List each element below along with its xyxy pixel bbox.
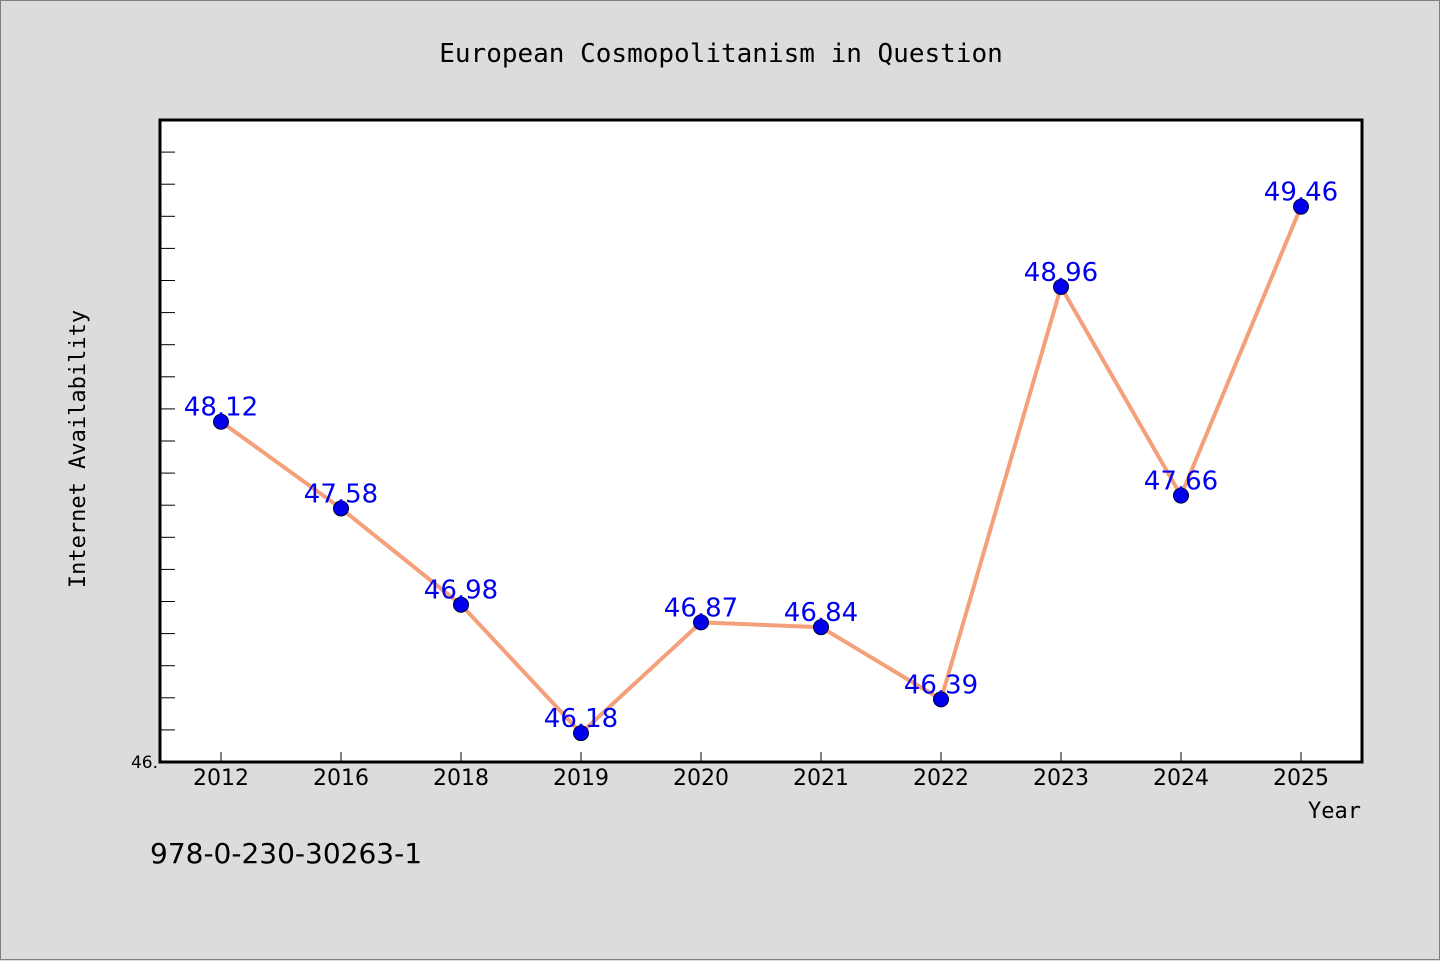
- series-group: [213, 198, 1309, 742]
- x-tick-label: 2021: [793, 766, 849, 791]
- data-label: 46.98: [424, 576, 498, 606]
- data-label: 49.46: [1264, 178, 1338, 208]
- chart-title: European Cosmopolitanism in Question: [439, 39, 1003, 69]
- x-tick-label: 2022: [913, 766, 969, 791]
- x-tick-label: 2016: [313, 766, 369, 791]
- x-tick-label: 2018: [433, 766, 489, 791]
- data-point: [1173, 487, 1189, 504]
- plot-area: [158, 118, 1364, 764]
- data-point: [1293, 198, 1309, 215]
- data-label: 48.12: [184, 393, 258, 423]
- x-tick-label: 2024: [1153, 766, 1209, 791]
- data-labels-group: 48.12 47.58 46.98 46.18 46.87 46.84 46.39 48.96…: [184, 178, 1338, 734]
- x-tick-label: 2020: [673, 766, 729, 791]
- data-point: [813, 619, 829, 636]
- data-label: 47.66: [1144, 467, 1218, 497]
- data-point: [693, 614, 709, 631]
- y-axis-label: Internet Availability: [66, 310, 91, 588]
- data-point: [333, 500, 349, 517]
- data-point: [1053, 278, 1069, 295]
- data-point: [453, 596, 469, 613]
- series-line: [219, 204, 1303, 736]
- x-tick-label: 2023: [1033, 766, 1089, 791]
- data-point: [933, 691, 949, 708]
- x-axis-label: Year: [1308, 799, 1361, 824]
- data-label: 46.18: [544, 704, 618, 734]
- data-point: [213, 413, 229, 430]
- data-label: 48.96: [1024, 258, 1098, 288]
- data-label: 46.87: [664, 593, 738, 623]
- x-tick-label: 2019: [553, 766, 609, 791]
- footer-isbn: 978-0-230-30263-1: [150, 837, 422, 870]
- x-tick-label: 2012: [193, 766, 249, 791]
- x-tick-label: 2025: [1273, 766, 1329, 791]
- y-axis-ticks: [160, 151, 175, 731]
- y-tick-label: 46.: [131, 753, 158, 773]
- data-label: 47.58: [304, 479, 378, 509]
- x-axis-ticks: 2012 2016 2018 2019 2020 2021 2022 2023 2024 2025: [193, 752, 1329, 791]
- data-point: [573, 725, 589, 742]
- data-label: 46.39: [904, 670, 978, 700]
- data-label: 46.84: [784, 598, 858, 628]
